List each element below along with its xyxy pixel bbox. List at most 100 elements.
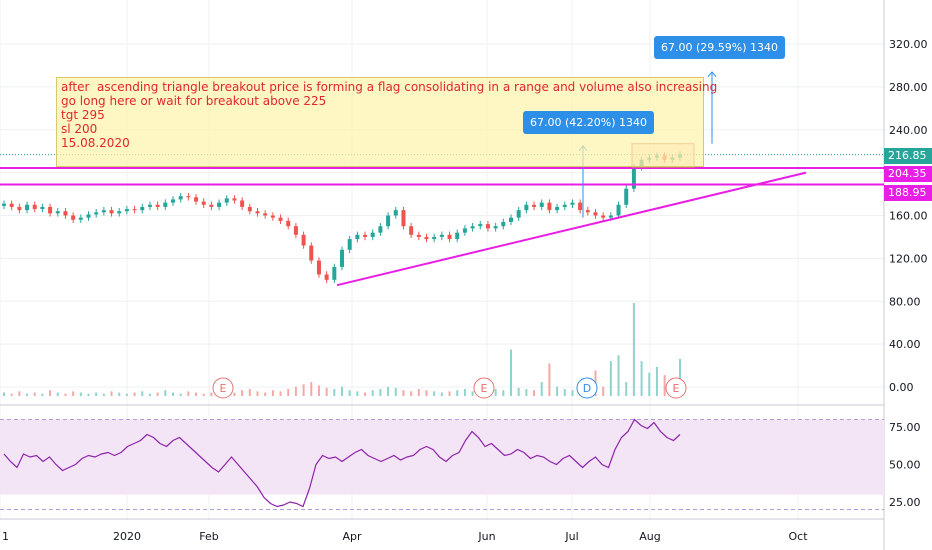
volume-bar: [632, 303, 635, 396]
volume-bar: [241, 390, 244, 396]
event-marker-label: E: [481, 382, 488, 395]
volume-bar: [10, 393, 13, 396]
candle-body: [17, 206, 22, 211]
candle-body: [532, 204, 537, 207]
price-axis-tick: 80.00: [889, 295, 921, 308]
candle-body: [570, 202, 575, 205]
candle-body: [493, 226, 498, 229]
volume-bar: [494, 389, 497, 396]
candle-body: [55, 211, 60, 214]
candle-body: [378, 226, 383, 233]
candle-body: [555, 206, 560, 211]
event-marker-label: D: [583, 382, 591, 395]
volume-bar: [248, 389, 251, 396]
rsi-line: [3, 418, 681, 508]
candle-body: [601, 215, 606, 218]
volume-bar: [18, 391, 21, 396]
candle-body: [485, 224, 490, 229]
measured-move-arrowhead: [707, 71, 717, 78]
price-axis-tick: 280.00: [889, 81, 928, 94]
volume-bar: [540, 382, 543, 396]
candle-body: [301, 234, 306, 246]
ascending-trendline: [336, 171, 807, 287]
candle-body: [117, 211, 122, 214]
candle-body: [63, 211, 68, 216]
candle-body: [232, 198, 237, 201]
annotation-line-1: after ascending triangle breakout price …: [61, 80, 718, 94]
volume-bar: [387, 386, 390, 396]
price-axis-tick: 320.00: [889, 38, 928, 51]
time-axis-tick: Apr: [342, 530, 362, 543]
candle-body: [332, 266, 337, 280]
volume-bar: [172, 392, 174, 396]
volume-bar: [417, 389, 420, 396]
candle-body: [2, 203, 6, 206]
volume-bar: [125, 393, 128, 396]
rsi-axis-tick: 75.00: [889, 421, 921, 434]
volume-bar: [448, 391, 451, 396]
volume-bar: [655, 366, 658, 396]
candle-body: [370, 232, 375, 237]
candle-body: [278, 217, 283, 221]
volume-bar: [402, 390, 405, 396]
candle-body: [608, 215, 613, 218]
volume-bar: [525, 389, 528, 396]
volume-bar: [609, 361, 612, 396]
volume-bar: [325, 387, 328, 396]
candle-body: [462, 228, 467, 233]
candle-body: [194, 197, 199, 202]
event-marker-circle: [212, 377, 234, 399]
candle-body: [470, 226, 475, 229]
candle-body: [624, 188, 629, 205]
candle-body: [347, 239, 352, 250]
volume-bar: [510, 349, 512, 396]
candle-body: [393, 210, 398, 216]
price-axis-tick: 0.00: [889, 381, 914, 394]
volume-bar: [264, 392, 267, 396]
price-axis-tick: 40.00: [889, 338, 921, 351]
price-axis-tick: 160.00: [889, 210, 928, 223]
volume-bar: [463, 389, 466, 396]
rsi-band: [0, 419, 884, 495]
candle-body: [424, 236, 429, 240]
volume-bar: [133, 392, 136, 396]
measured-move-callout-upper[interactable]: 67.00 (29.59%) 1340: [654, 36, 786, 59]
volume-bar: [294, 386, 297, 396]
volume-bar: [310, 382, 313, 396]
volume-bar: [348, 390, 351, 396]
candle-body: [9, 203, 14, 207]
volume-bar: [302, 384, 305, 396]
candle-body: [32, 204, 37, 210]
candle-body: [509, 217, 513, 222]
candle-body: [539, 202, 544, 207]
price-candles: [2, 151, 682, 284]
volume-bar: [502, 390, 505, 396]
price-axis-tick: 120.00: [889, 252, 928, 265]
volume-bar: [679, 358, 681, 396]
volume-bar: [233, 392, 236, 396]
event-marker-circle: [665, 377, 687, 399]
event-marker-circle: [576, 377, 598, 399]
candle-body: [616, 204, 621, 216]
volume-bar: [533, 390, 536, 396]
volume-bar: [256, 391, 259, 396]
volume-bar: [341, 386, 343, 396]
measured-move-callout-lower[interactable]: 67.00 (42.20%) 1340: [523, 111, 655, 134]
volume-bar: [164, 390, 167, 396]
candle-body: [78, 217, 83, 220]
analysis-annotation[interactable]: after ascending triangle breakout price …: [56, 77, 717, 167]
volume-bar: [202, 393, 205, 396]
time-axis-tick: Oct: [788, 530, 808, 543]
volume-bar: [663, 375, 666, 396]
candle-body: [224, 198, 229, 203]
candle-body: [631, 167, 636, 189]
candle-body: [309, 245, 314, 261]
volume-bar: [279, 391, 282, 396]
volume-bar: [371, 390, 374, 396]
candle-body: [562, 204, 567, 207]
annotation-line-3: tgt 295: [61, 108, 105, 122]
candle-body: [432, 236, 437, 240]
volume-bar: [433, 391, 436, 396]
last-price-tag: 216.85: [884, 148, 932, 164]
candle-body: [124, 209, 129, 212]
